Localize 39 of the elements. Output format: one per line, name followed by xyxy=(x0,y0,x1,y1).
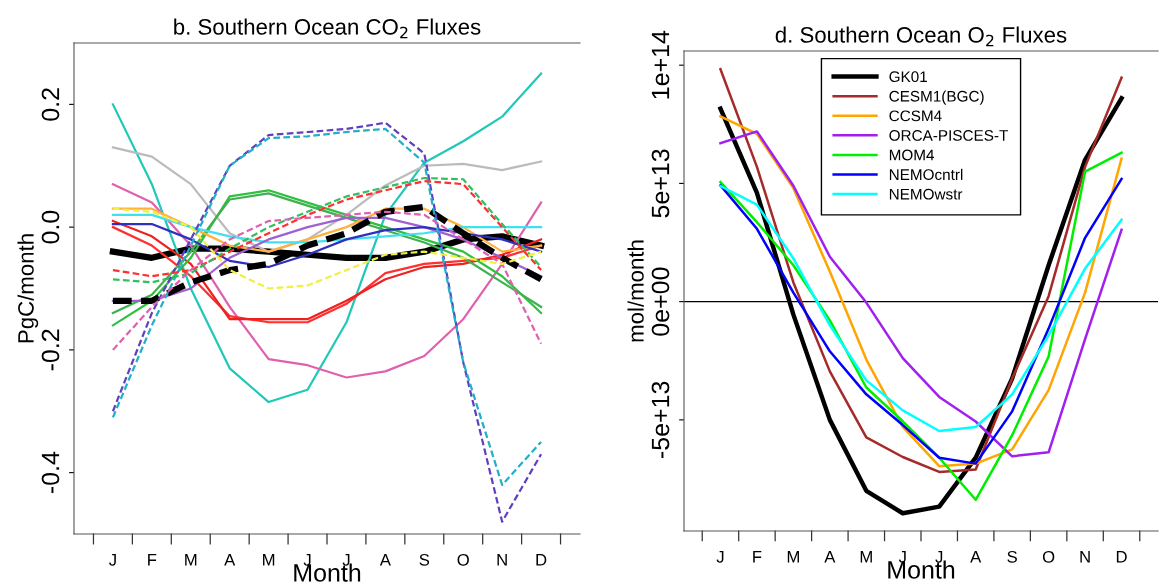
y-tick-label: -0.2 xyxy=(41,329,60,371)
y-tick-label: 0.2 xyxy=(41,88,60,121)
y-tick-label: 0e+00 xyxy=(651,267,670,336)
legend-label: NEMOwstr xyxy=(889,188,963,200)
x-tick-label: A xyxy=(379,554,391,566)
y-tick-label: -5e+13 xyxy=(651,381,670,459)
x-tick-label: O xyxy=(457,553,469,566)
legend-label: CESM1(BGC) xyxy=(889,90,984,105)
chart-title: b. Southern Ocean CO$_{2}$ Fluxes xyxy=(174,18,481,39)
legend-label: CCSM4 xyxy=(889,110,942,122)
x-tick-label: N xyxy=(1080,551,1090,563)
x-tick-label: F xyxy=(148,554,157,566)
x-tick-label: M xyxy=(860,551,872,563)
x-tick-label: J xyxy=(109,554,116,566)
legend-label: GK01 xyxy=(889,71,927,83)
x-tick-label: M xyxy=(185,554,197,566)
y-axis-title: PgC/month xyxy=(17,234,39,343)
x-tick-label: S xyxy=(419,553,430,566)
x-tick-label: S xyxy=(1007,550,1017,563)
x-tick-label: M xyxy=(787,551,799,563)
y-tick-label: 5e+13 xyxy=(651,149,670,218)
legend-label: NEMOcntrl xyxy=(889,168,963,181)
x-tick-label: D xyxy=(536,554,547,566)
x-tick-label: A xyxy=(824,551,836,563)
x-tick-label: O xyxy=(1042,550,1055,563)
x-tick-label: A xyxy=(224,554,236,566)
legend-label: ORCA-PISCES-T xyxy=(889,130,1008,141)
chart-title: d. Southern Ocean O$_{2}$ Fluxes xyxy=(775,26,1067,47)
y-axis-title: mol/month xyxy=(627,240,644,342)
legend-label: MOM4 xyxy=(889,149,935,161)
x-tick-label: D xyxy=(1116,551,1127,563)
y-tick-label: 0.0 xyxy=(41,210,60,244)
x-tick-label: M xyxy=(263,554,275,566)
y-tick-label: 1e+14 xyxy=(651,30,670,99)
x-tick-label: N xyxy=(497,554,507,566)
x-tick-label: F xyxy=(753,551,762,563)
x-tick-label: A xyxy=(970,551,982,563)
y-tick-label: -0.4 xyxy=(41,451,60,494)
x-tick-label: J xyxy=(716,551,724,563)
